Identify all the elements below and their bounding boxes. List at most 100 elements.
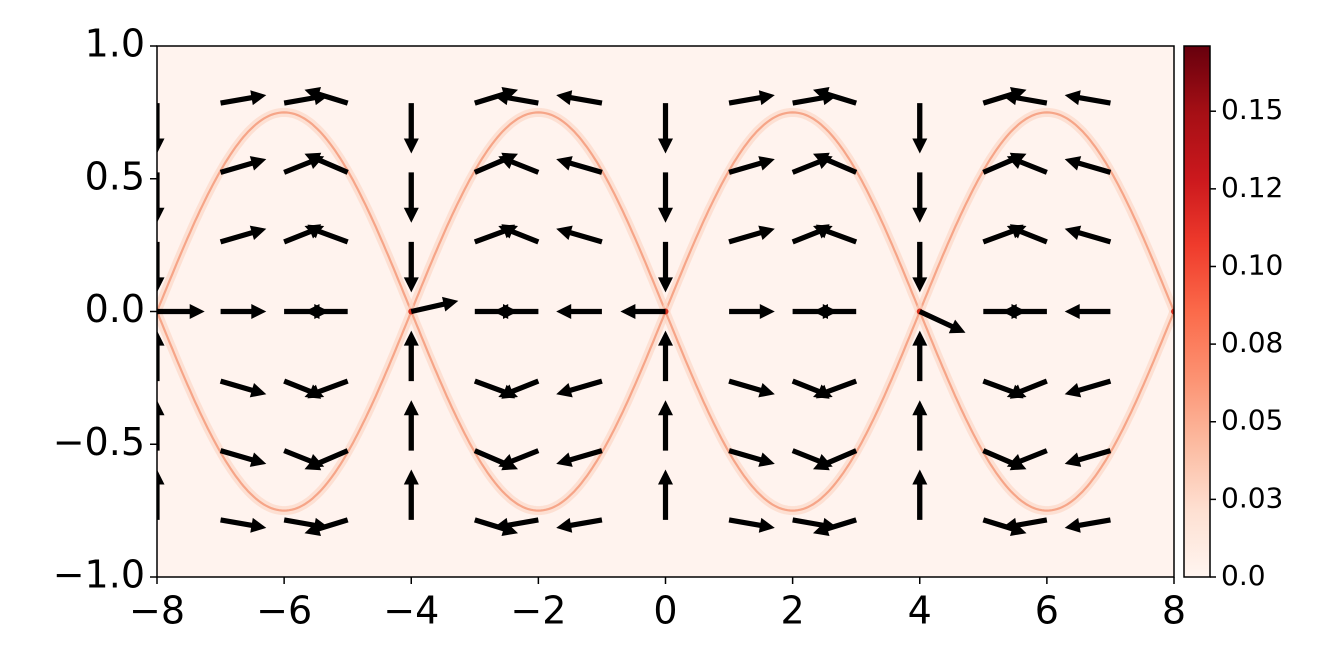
arrow: [304, 378, 349, 399]
colorbar: [1183, 45, 1211, 578]
arrow: [728, 225, 775, 245]
arrow: [556, 225, 603, 245]
arrow: [410, 296, 459, 314]
arrow: [157, 469, 165, 520]
arrow: [556, 517, 603, 533]
arrow: [728, 517, 775, 533]
x-tick-label: 4: [908, 589, 932, 633]
colorbar-tick-label: 0.0: [1221, 559, 1266, 592]
arrow: [728, 448, 775, 467]
arrow: [1064, 517, 1111, 533]
y-tick-label: 0.5: [85, 154, 145, 198]
x-tick-label: 8: [1162, 589, 1186, 633]
arrow: [498, 224, 540, 245]
arrow: [658, 103, 673, 154]
arrow: [728, 156, 775, 175]
arrow: [219, 156, 267, 175]
quiver: [157, 87, 1112, 536]
arrow: [1006, 378, 1048, 399]
arrow: [813, 304, 857, 319]
colorbar-tick-label: 0.12: [1221, 171, 1283, 204]
arrow: [304, 152, 349, 175]
arrow: [219, 225, 267, 245]
arrow: [813, 517, 857, 536]
colorbar-tick-label: 0.03: [1221, 481, 1283, 514]
arrow: [912, 400, 928, 451]
y-tick-label: −1.0: [53, 553, 145, 597]
arrow: [220, 90, 267, 106]
arrow: [304, 87, 349, 106]
x-tick-label: −6: [256, 589, 312, 633]
arrow: [556, 156, 603, 175]
x-tick-label: 6: [1035, 589, 1059, 633]
arrow: [728, 90, 775, 106]
colorbar-tick-label: 0.15: [1221, 93, 1283, 126]
arrow: [498, 155, 540, 175]
colorbar-tick-label: 0.08: [1221, 326, 1283, 359]
arrow: [498, 378, 540, 399]
arrow: [813, 87, 857, 106]
arrow: [304, 517, 349, 536]
arrow: [813, 448, 858, 471]
arrow: [658, 469, 673, 520]
arrow: [157, 304, 205, 319]
x-tick-label: 2: [781, 589, 805, 633]
arrow: [304, 224, 349, 245]
arrow: [912, 330, 928, 382]
arrow: [620, 304, 666, 319]
arrow: [912, 172, 928, 223]
arrow: [813, 152, 858, 175]
arrow: [1064, 378, 1112, 398]
arrow: [918, 309, 966, 334]
arrow: [1064, 448, 1112, 467]
x-tick-label: 0: [653, 589, 677, 633]
arrow: [219, 378, 267, 398]
arrow: [220, 517, 267, 533]
arrow: [403, 103, 419, 154]
arrow: [493, 90, 539, 106]
arrow: [493, 517, 539, 533]
arrow: [1006, 448, 1048, 468]
arrow: [556, 304, 602, 319]
arrow: [1064, 225, 1112, 245]
arrow: [493, 304, 539, 319]
arrow: [1001, 90, 1048, 106]
arrow: [403, 469, 419, 520]
arrow: [219, 448, 267, 467]
arrow: [1064, 304, 1111, 319]
y-tick-label: −0.5: [53, 420, 145, 464]
arrow: [403, 400, 419, 451]
arrow: [304, 448, 349, 471]
arrow: [556, 90, 603, 106]
colorbar-tick-label: 0.05: [1221, 404, 1283, 437]
y-tick-label: 0.0: [85, 287, 145, 331]
arrow: [1064, 156, 1112, 175]
arrow: [403, 330, 419, 382]
arrow: [658, 330, 673, 382]
arrow: [912, 241, 928, 293]
x-tick-label: −2: [510, 589, 566, 633]
arrow: [729, 304, 775, 319]
y-tick-label: 1.0: [85, 22, 145, 66]
arrow: [813, 224, 858, 245]
arrow: [1006, 224, 1048, 245]
arrow: [658, 400, 673, 451]
arrow: [1001, 517, 1048, 533]
arrow: [220, 304, 267, 319]
arrow: [556, 448, 603, 467]
arrow: [403, 241, 419, 293]
arrow: [658, 241, 673, 293]
arrow: [157, 241, 165, 293]
x-tick-label: −8: [129, 589, 185, 633]
colorbar-tick-label: 0.10: [1221, 248, 1283, 281]
arrow: [157, 400, 165, 451]
arrow: [157, 172, 165, 223]
arrow: [556, 378, 603, 398]
arrow: [1001, 304, 1047, 319]
arrow: [912, 469, 928, 520]
arrow: [1064, 90, 1111, 106]
arrow: [498, 448, 540, 468]
arrow: [157, 103, 165, 154]
arrow: [912, 103, 928, 154]
